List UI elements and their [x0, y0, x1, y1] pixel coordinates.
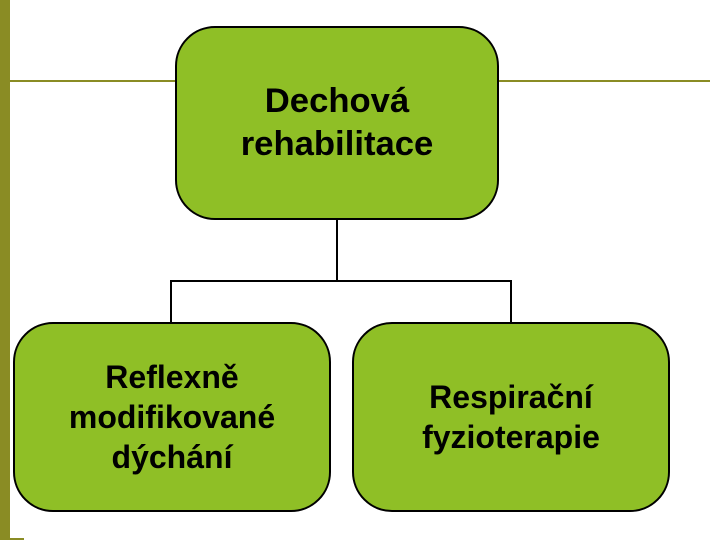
- left-accent-stripe: [0, 0, 10, 540]
- node-left-label: Reflexně modifikované dýchání: [69, 357, 275, 477]
- connector-branch-horizontal: [170, 280, 512, 282]
- connector-root-down: [336, 218, 338, 280]
- node-left: Reflexně modifikované dýchání: [13, 322, 331, 512]
- node-root-label: Dechová rehabilitace: [241, 80, 434, 167]
- node-root: Dechová rehabilitace: [175, 26, 499, 220]
- corner-decor-box: [0, 516, 24, 540]
- node-right-label: Respirační fyzioterapie: [422, 377, 600, 457]
- node-right: Respirační fyzioterapie: [352, 322, 670, 512]
